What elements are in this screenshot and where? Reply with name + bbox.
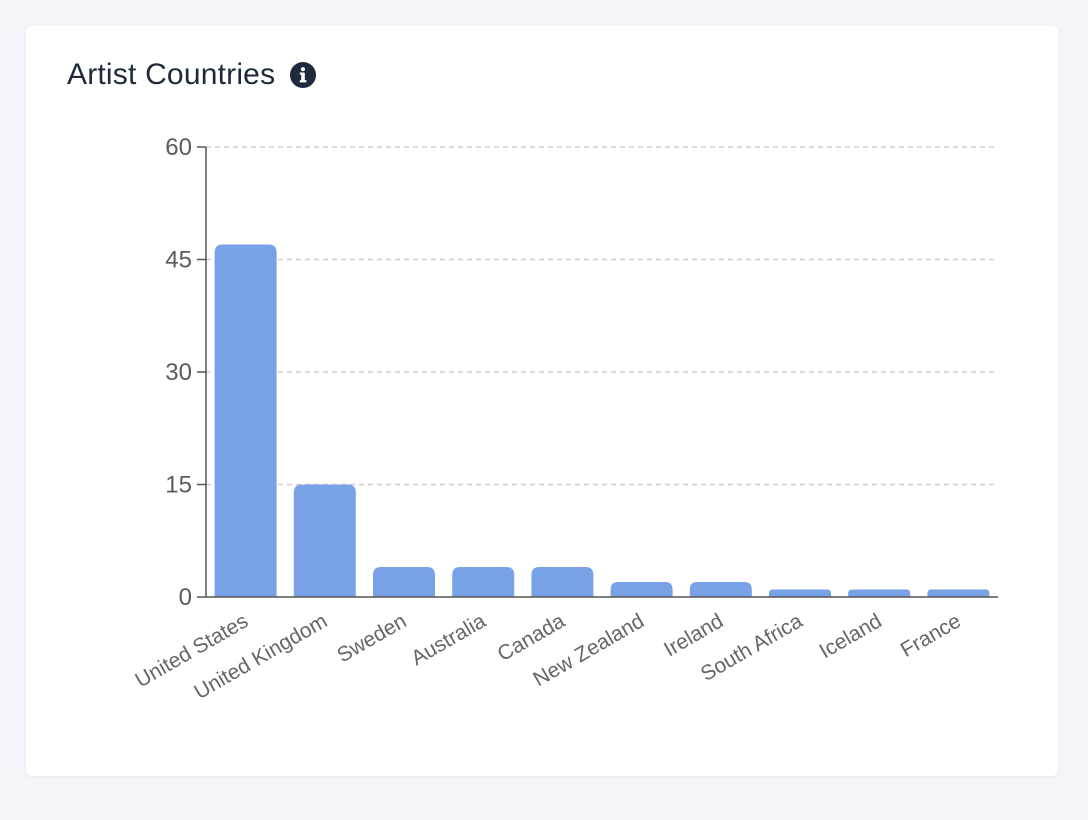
axes xyxy=(205,147,998,598)
bar-ireland[interactable] xyxy=(689,582,752,597)
y-tick-label: 60 xyxy=(165,134,192,161)
x-tick-label: Iceland xyxy=(816,609,886,663)
bar-united-kingdom[interactable] xyxy=(293,484,356,598)
y-tick-label: 45 xyxy=(165,247,192,274)
card-title: Artist Countries xyxy=(67,58,276,91)
bar-south-africa[interactable] xyxy=(769,589,831,598)
info-icon[interactable] xyxy=(289,61,317,89)
bars xyxy=(214,244,990,598)
bar-australia[interactable] xyxy=(452,567,515,597)
x-tick-label: Australia xyxy=(407,609,490,670)
y-tick-label: 30 xyxy=(165,359,192,386)
bar-france[interactable] xyxy=(927,589,990,598)
y-tick-label: 0 xyxy=(179,584,192,611)
y-tick-label: 15 xyxy=(165,472,192,499)
bar-sweden[interactable] xyxy=(373,567,435,597)
y-axis-ticks: 0 15 30 45 60 xyxy=(165,134,206,611)
card-header: Artist Countries xyxy=(67,58,317,92)
x-tick-label: France xyxy=(897,609,965,662)
bar-new-zealand[interactable] xyxy=(610,582,673,597)
grid-lines xyxy=(206,146,998,486)
bar-canada[interactable] xyxy=(531,567,594,597)
bar-united-states[interactable] xyxy=(214,244,277,598)
bar-iceland[interactable] xyxy=(848,589,911,598)
chart-card: Artist Countries 0 15 30 45 60 United States… xyxy=(26,26,1058,776)
x-tick-label: Sweden xyxy=(333,609,410,667)
x-tick-label: United Kingdom xyxy=(190,609,331,704)
